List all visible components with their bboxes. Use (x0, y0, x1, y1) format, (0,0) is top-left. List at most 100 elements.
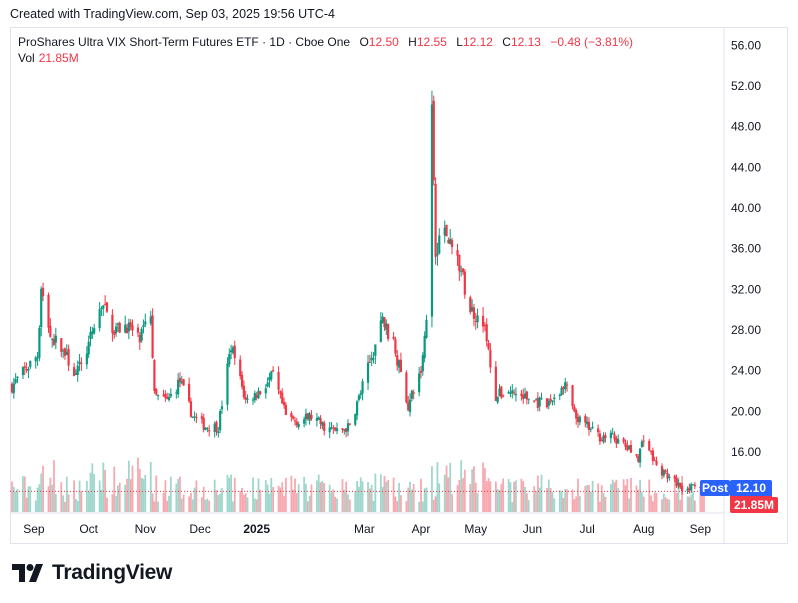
volume-bar-145 (381, 486, 384, 512)
volume-bar-227 (589, 491, 592, 512)
candle-body-188 (489, 349, 492, 368)
candle-body-14 (47, 294, 50, 328)
candle-body-75 (202, 417, 205, 430)
y-tick-label-5: 36.00 (731, 242, 761, 256)
volume-bar-218 (566, 489, 568, 512)
candle-body-52 (142, 325, 145, 328)
y-tick-label-10: 16.00 (731, 445, 761, 459)
volume-bar-230 (599, 501, 601, 512)
candle-body-109 (290, 413, 293, 417)
post-price-value: 12.10 (736, 481, 766, 495)
volume-bar-70 (190, 492, 192, 512)
candle-body-266 (690, 484, 693, 491)
volume-bar-163 (425, 487, 428, 512)
volume-bar-101 (268, 493, 271, 512)
volume-bar-258 (668, 499, 671, 512)
y-axis-ticks: 56.00 52.00 48.00 44.00 40.00 36.00 32.00 28.00… (731, 38, 761, 459)
low-label: L (456, 35, 463, 49)
candle-body-18 (54, 335, 57, 343)
candle-body-132 (346, 423, 350, 432)
candle-body-155 (407, 402, 410, 411)
volume-bar-123 (323, 483, 326, 512)
volume-bar-153 (400, 495, 402, 512)
volume-bar-164 (431, 466, 433, 512)
volume-bar-185 (483, 467, 486, 512)
volume-bar-247 (641, 491, 643, 512)
x-tick-label-4: 2025 (243, 522, 270, 536)
candle-body-134 (354, 414, 357, 425)
candle-body-243 (629, 445, 633, 453)
candle-body-26 (76, 365, 79, 375)
volume-bar-270 (701, 491, 704, 512)
candle-body-169 (443, 227, 446, 236)
candle-body-7 (27, 369, 30, 371)
volume-bar-73 (195, 480, 198, 512)
candle-body-131 (345, 428, 348, 432)
volume-bar-22 (65, 476, 68, 512)
volume-bar-136 (358, 486, 360, 512)
volume-bar-141 (370, 484, 373, 512)
candle-body-129 (341, 428, 344, 430)
candle-body-179 (469, 297, 472, 313)
volume-bar-236 (613, 482, 616, 512)
x-tick-label-8: Jun (523, 522, 542, 536)
candle-body-79 (213, 423, 216, 433)
candle-body-60 (164, 393, 167, 398)
candle-body-12 (40, 288, 43, 328)
volume-bar-8 (29, 486, 32, 512)
volume-bar-142 (372, 501, 375, 512)
candle-body-183 (476, 315, 479, 323)
volume-bar-206 (536, 475, 539, 512)
candle-body-76 (204, 427, 207, 430)
candle-body-236 (613, 434, 616, 440)
volume-bar-187 (487, 478, 490, 512)
volume-bar-19 (60, 482, 63, 512)
candle-body-151 (396, 355, 399, 366)
candle-body-204 (533, 400, 536, 402)
volume-bar-103 (272, 487, 274, 512)
volume-bar-173 (451, 494, 453, 512)
volume-bar-3 (16, 488, 19, 512)
candle-body-31 (89, 331, 92, 339)
candle-body-208 (540, 398, 543, 400)
candle-body-216 (562, 386, 565, 389)
volume-bar-254 (661, 499, 663, 512)
candle-body-220 (573, 406, 576, 412)
candle-body-234 (609, 432, 612, 439)
volume-bar-200 (522, 481, 525, 512)
candle-body-229 (597, 428, 600, 433)
volume-bar-87 (232, 501, 234, 512)
volume-bar-255 (662, 493, 665, 512)
volume-bar-189 (494, 481, 497, 512)
volume-bar-259 (673, 475, 676, 512)
candle-body-168 (438, 235, 441, 254)
volume-bar-180 (471, 469, 474, 512)
volume-bar-18 (54, 494, 57, 512)
x-tick-label-1: Oct (79, 522, 98, 536)
candle-body-123 (323, 422, 326, 431)
tradingview-brand[interactable]: TradingView (12, 561, 172, 585)
candle-body-57 (155, 389, 158, 395)
volume-bar-204 (533, 486, 536, 512)
candle-body-257 (666, 472, 669, 479)
candle-body-147 (385, 323, 388, 330)
volume-bar-81 (217, 495, 220, 512)
x-tick-label-3: Dec (189, 522, 210, 536)
volume-bar-265 (688, 496, 691, 512)
candle-body-224 (584, 416, 587, 423)
candle-body-106 (281, 392, 284, 404)
volume-bar-96 (255, 499, 258, 512)
candle-body-29 (85, 353, 88, 365)
chart-frame[interactable] (10, 27, 788, 544)
x-tick-label-5: Mar (354, 522, 375, 536)
candle-body-16 (51, 338, 54, 340)
volume-bar-165 (432, 499, 435, 512)
volume-bar-121 (319, 482, 322, 512)
volume-bar-131 (345, 481, 348, 512)
candle-body-51 (140, 328, 143, 341)
tradingview-logo-icon (12, 564, 43, 582)
candle-body-176 (460, 271, 463, 273)
candle-body-2 (14, 379, 17, 383)
volume-bar-48 (131, 465, 134, 512)
